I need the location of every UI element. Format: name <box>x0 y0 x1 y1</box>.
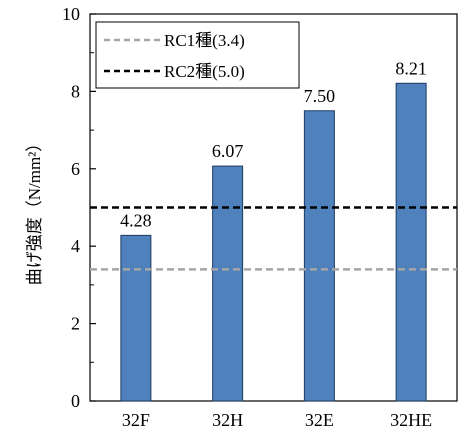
x-tick-label-32f: 32F <box>122 410 150 430</box>
data-label-32e: 7.50 <box>304 86 336 106</box>
bar-32e <box>303 110 335 402</box>
bar-32he <box>395 82 427 402</box>
legend-label-rc2: RC2種(5.0) <box>164 62 245 81</box>
bars <box>120 82 427 402</box>
data-label-32f: 4.28 <box>120 210 152 230</box>
data-label-32he: 8.21 <box>395 58 427 78</box>
y-tick-label: 8 <box>71 81 80 101</box>
legend: RC1種(3.4) RC2種(5.0) <box>95 21 300 89</box>
y-tick-label: 6 <box>71 159 80 179</box>
bar-32f <box>120 234 152 402</box>
x-tick-label-32h: 32H <box>212 410 243 430</box>
y-tick-label: 10 <box>62 4 80 24</box>
y-tick-label: 4 <box>71 236 80 256</box>
x-tick-label-32e: 32E <box>305 410 334 430</box>
reference-lines <box>90 206 457 271</box>
y-axis-label: 曲げ強度（N/mm²） <box>25 135 44 286</box>
bar-32h <box>212 165 244 402</box>
data-labels: 4.28 6.07 7.50 8.21 <box>120 58 427 230</box>
legend-box <box>95 21 300 89</box>
x-tick-label-32he: 32HE <box>390 410 432 430</box>
y-tick-label: 0 <box>71 391 80 411</box>
data-label-32h: 6.07 <box>212 141 244 161</box>
y-tick-label: 2 <box>71 314 80 334</box>
x-axis: 32F 32H 32E 32HE <box>122 410 432 430</box>
y-axis: 0 2 4 6 8 10 <box>62 4 96 411</box>
legend-label-rc1: RC1種(3.4) <box>164 31 245 50</box>
